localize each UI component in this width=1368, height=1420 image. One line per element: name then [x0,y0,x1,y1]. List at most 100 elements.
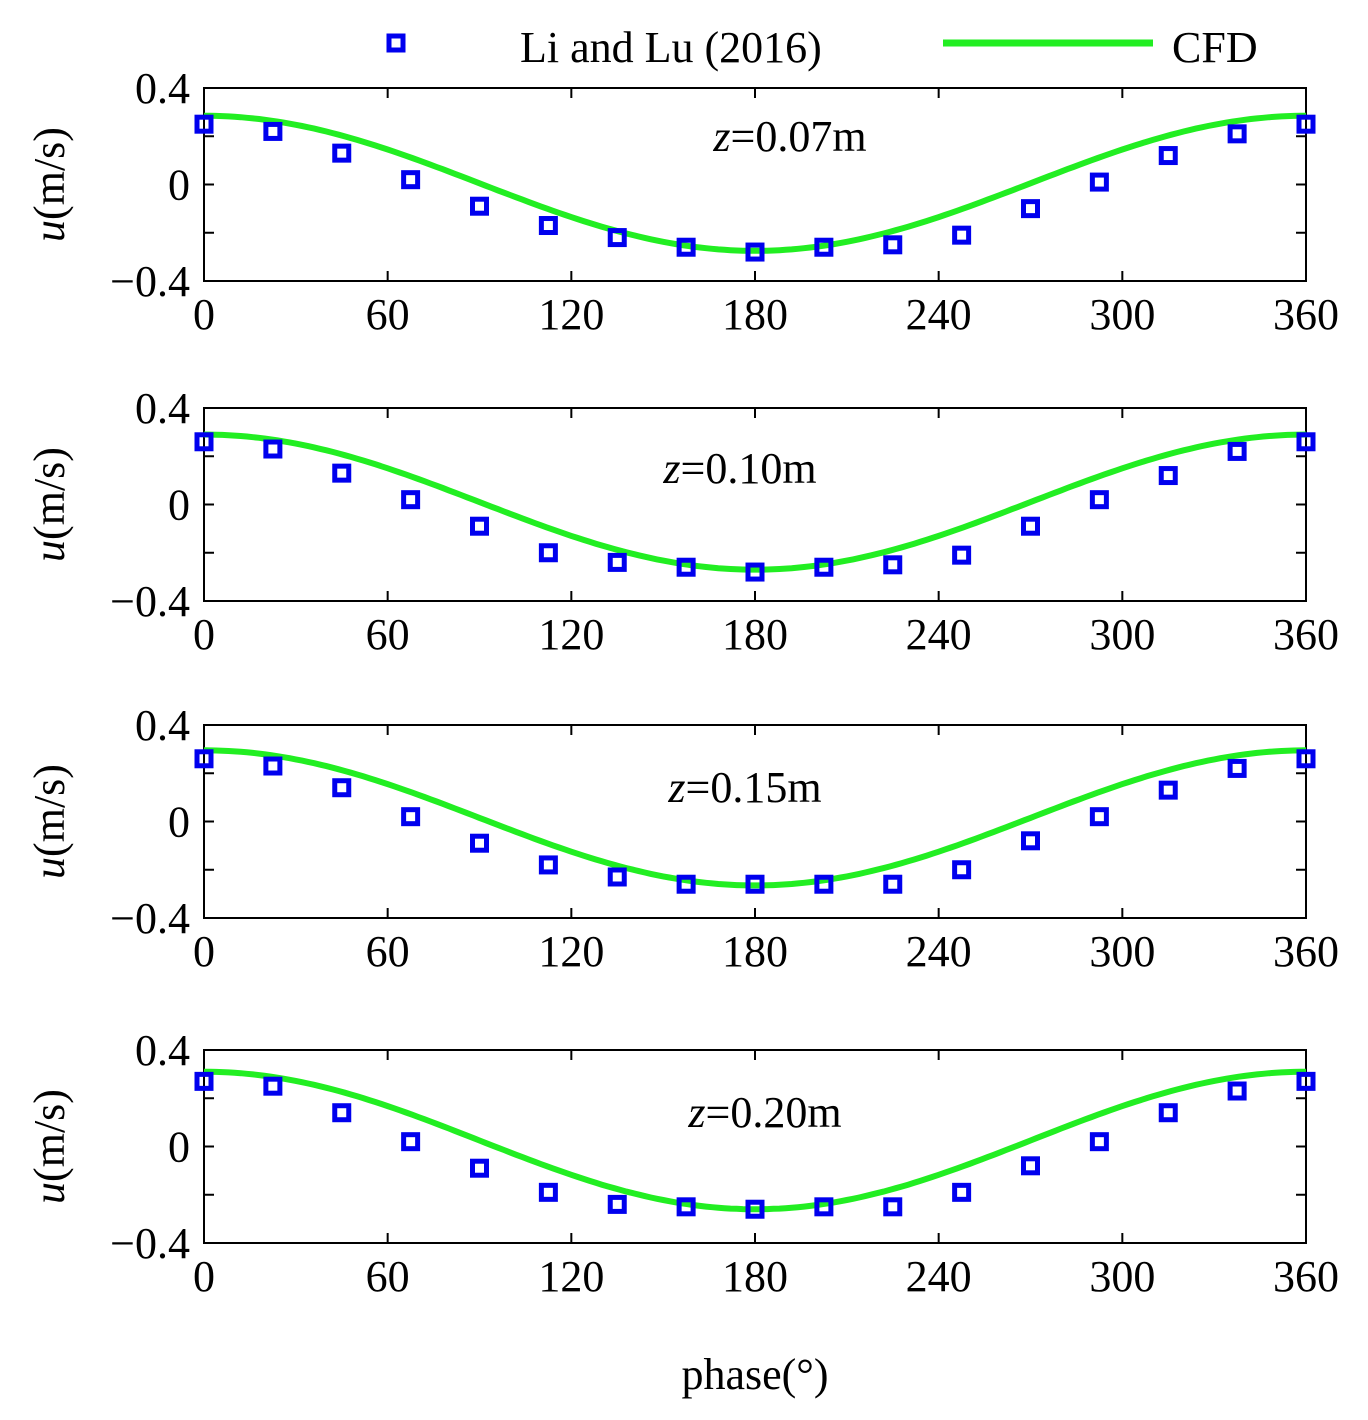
x-tick-label: 300 [1089,1252,1155,1301]
measured-point [1296,749,1316,769]
x-tick-label: 0 [193,1252,215,1301]
y-axis-unit: (m/s) [25,764,74,857]
cfd-line [203,747,1307,889]
legend-label-li-and-lu: Li and Lu (2016) [520,23,822,72]
depth-value: =0.10m [681,444,817,493]
measured-point [263,756,283,776]
y-axis-unit: (m/s) [25,1089,74,1182]
measured-point [470,1158,489,1178]
x-tick-label: 360 [1273,610,1339,659]
depth-var: z [662,444,680,493]
x-tick-label: 60 [366,610,410,659]
x-tick-label: 60 [366,290,410,339]
measured-point [745,242,765,262]
measured-point [1158,466,1178,486]
measured-point [194,432,214,452]
y-tick-label: 0 [168,798,190,847]
y-tick-label: −0.4 [110,894,190,943]
cfd-line [203,112,1307,254]
measured-point [883,874,903,894]
x-tick-label: 60 [366,1252,410,1301]
measured-point [1089,172,1109,192]
measured-point [676,874,696,894]
measured-point [332,463,352,483]
legend: Li and Lu (2016) CFD [386,23,1258,72]
y-tick-label: −0.4 [110,257,190,306]
legend-marker-li-and-lu [386,33,406,53]
x-tick-label: 300 [1089,290,1155,339]
y-axis-title: u(m/s) [25,1089,74,1204]
measured-point [470,833,489,853]
x-tick-label: 360 [1273,927,1339,976]
depth-annotation: z=0.20m [687,1088,841,1137]
x-tick-label: 0 [193,927,215,976]
y-axis-var: u [25,857,74,879]
measured-point [538,543,558,563]
x-tick-label: 240 [906,1252,972,1301]
measured-point [401,1132,421,1152]
x-axis-title: phase(°) [681,1350,828,1399]
measured-point [332,778,352,798]
y-axis-var: u [25,540,74,562]
y-tick-label: 0.4 [135,701,190,750]
measured-point [814,1197,834,1217]
y-axis-var: u [25,1182,74,1204]
x-tick-label: 180 [722,927,788,976]
measured-point [883,1197,903,1217]
y-axis-title: u(m/s) [25,447,74,562]
measured-point [676,1197,696,1217]
y-tick-label: 0 [168,481,190,530]
x-tick-label: 180 [722,1252,788,1301]
measured-point [1021,831,1040,851]
measured-point [607,867,627,887]
measured-point [1227,758,1247,778]
x-tick-label: 120 [538,927,604,976]
measured-point [1227,441,1247,461]
x-tick-label: 180 [722,610,788,659]
y-axis-unit: (m/s) [25,447,74,540]
measured-point [1296,432,1316,452]
measured-point [401,490,421,510]
measured-point [470,196,489,216]
measured-point [1021,516,1040,536]
measured-point [676,557,696,577]
x-tick-label: 300 [1089,927,1155,976]
measured-point [952,860,972,880]
cfd-line [203,1068,1307,1213]
depth-annotation: z=0.10m [662,444,816,493]
measured-point [952,545,972,565]
measured-point [1021,1156,1040,1176]
measured-point [1227,124,1247,144]
measured-point [332,143,352,163]
x-tick-label: 360 [1273,1252,1339,1301]
y-tick-label: 0 [168,161,190,210]
x-tick-label: 120 [538,1252,604,1301]
measured-point [1158,146,1178,166]
measured-point [814,557,834,577]
measured-point [1227,1081,1247,1101]
measured-point [745,874,765,894]
measured-point [538,1182,558,1202]
x-tick-label: 240 [906,610,972,659]
measured-point [1089,490,1109,510]
depth-annotation: z=0.15m [667,763,821,812]
depth-var: z [687,1088,705,1137]
y-axis-title: u(m/s) [25,764,74,879]
x-tick-label: 120 [538,290,604,339]
measured-point [332,1103,352,1123]
measured-point [1089,1132,1109,1152]
measured-point [745,562,765,582]
measured-point [1158,1103,1178,1123]
measured-point [401,807,421,827]
x-tick-label: 360 [1273,290,1339,339]
measured-point [263,121,283,141]
y-axis-unit: (m/s) [25,127,74,220]
x-tick-label: 0 [193,610,215,659]
x-tick-label: 120 [538,610,604,659]
y-tick-label: 0.4 [135,384,190,433]
x-tick-label: 60 [366,927,410,976]
measured-point [883,555,903,575]
